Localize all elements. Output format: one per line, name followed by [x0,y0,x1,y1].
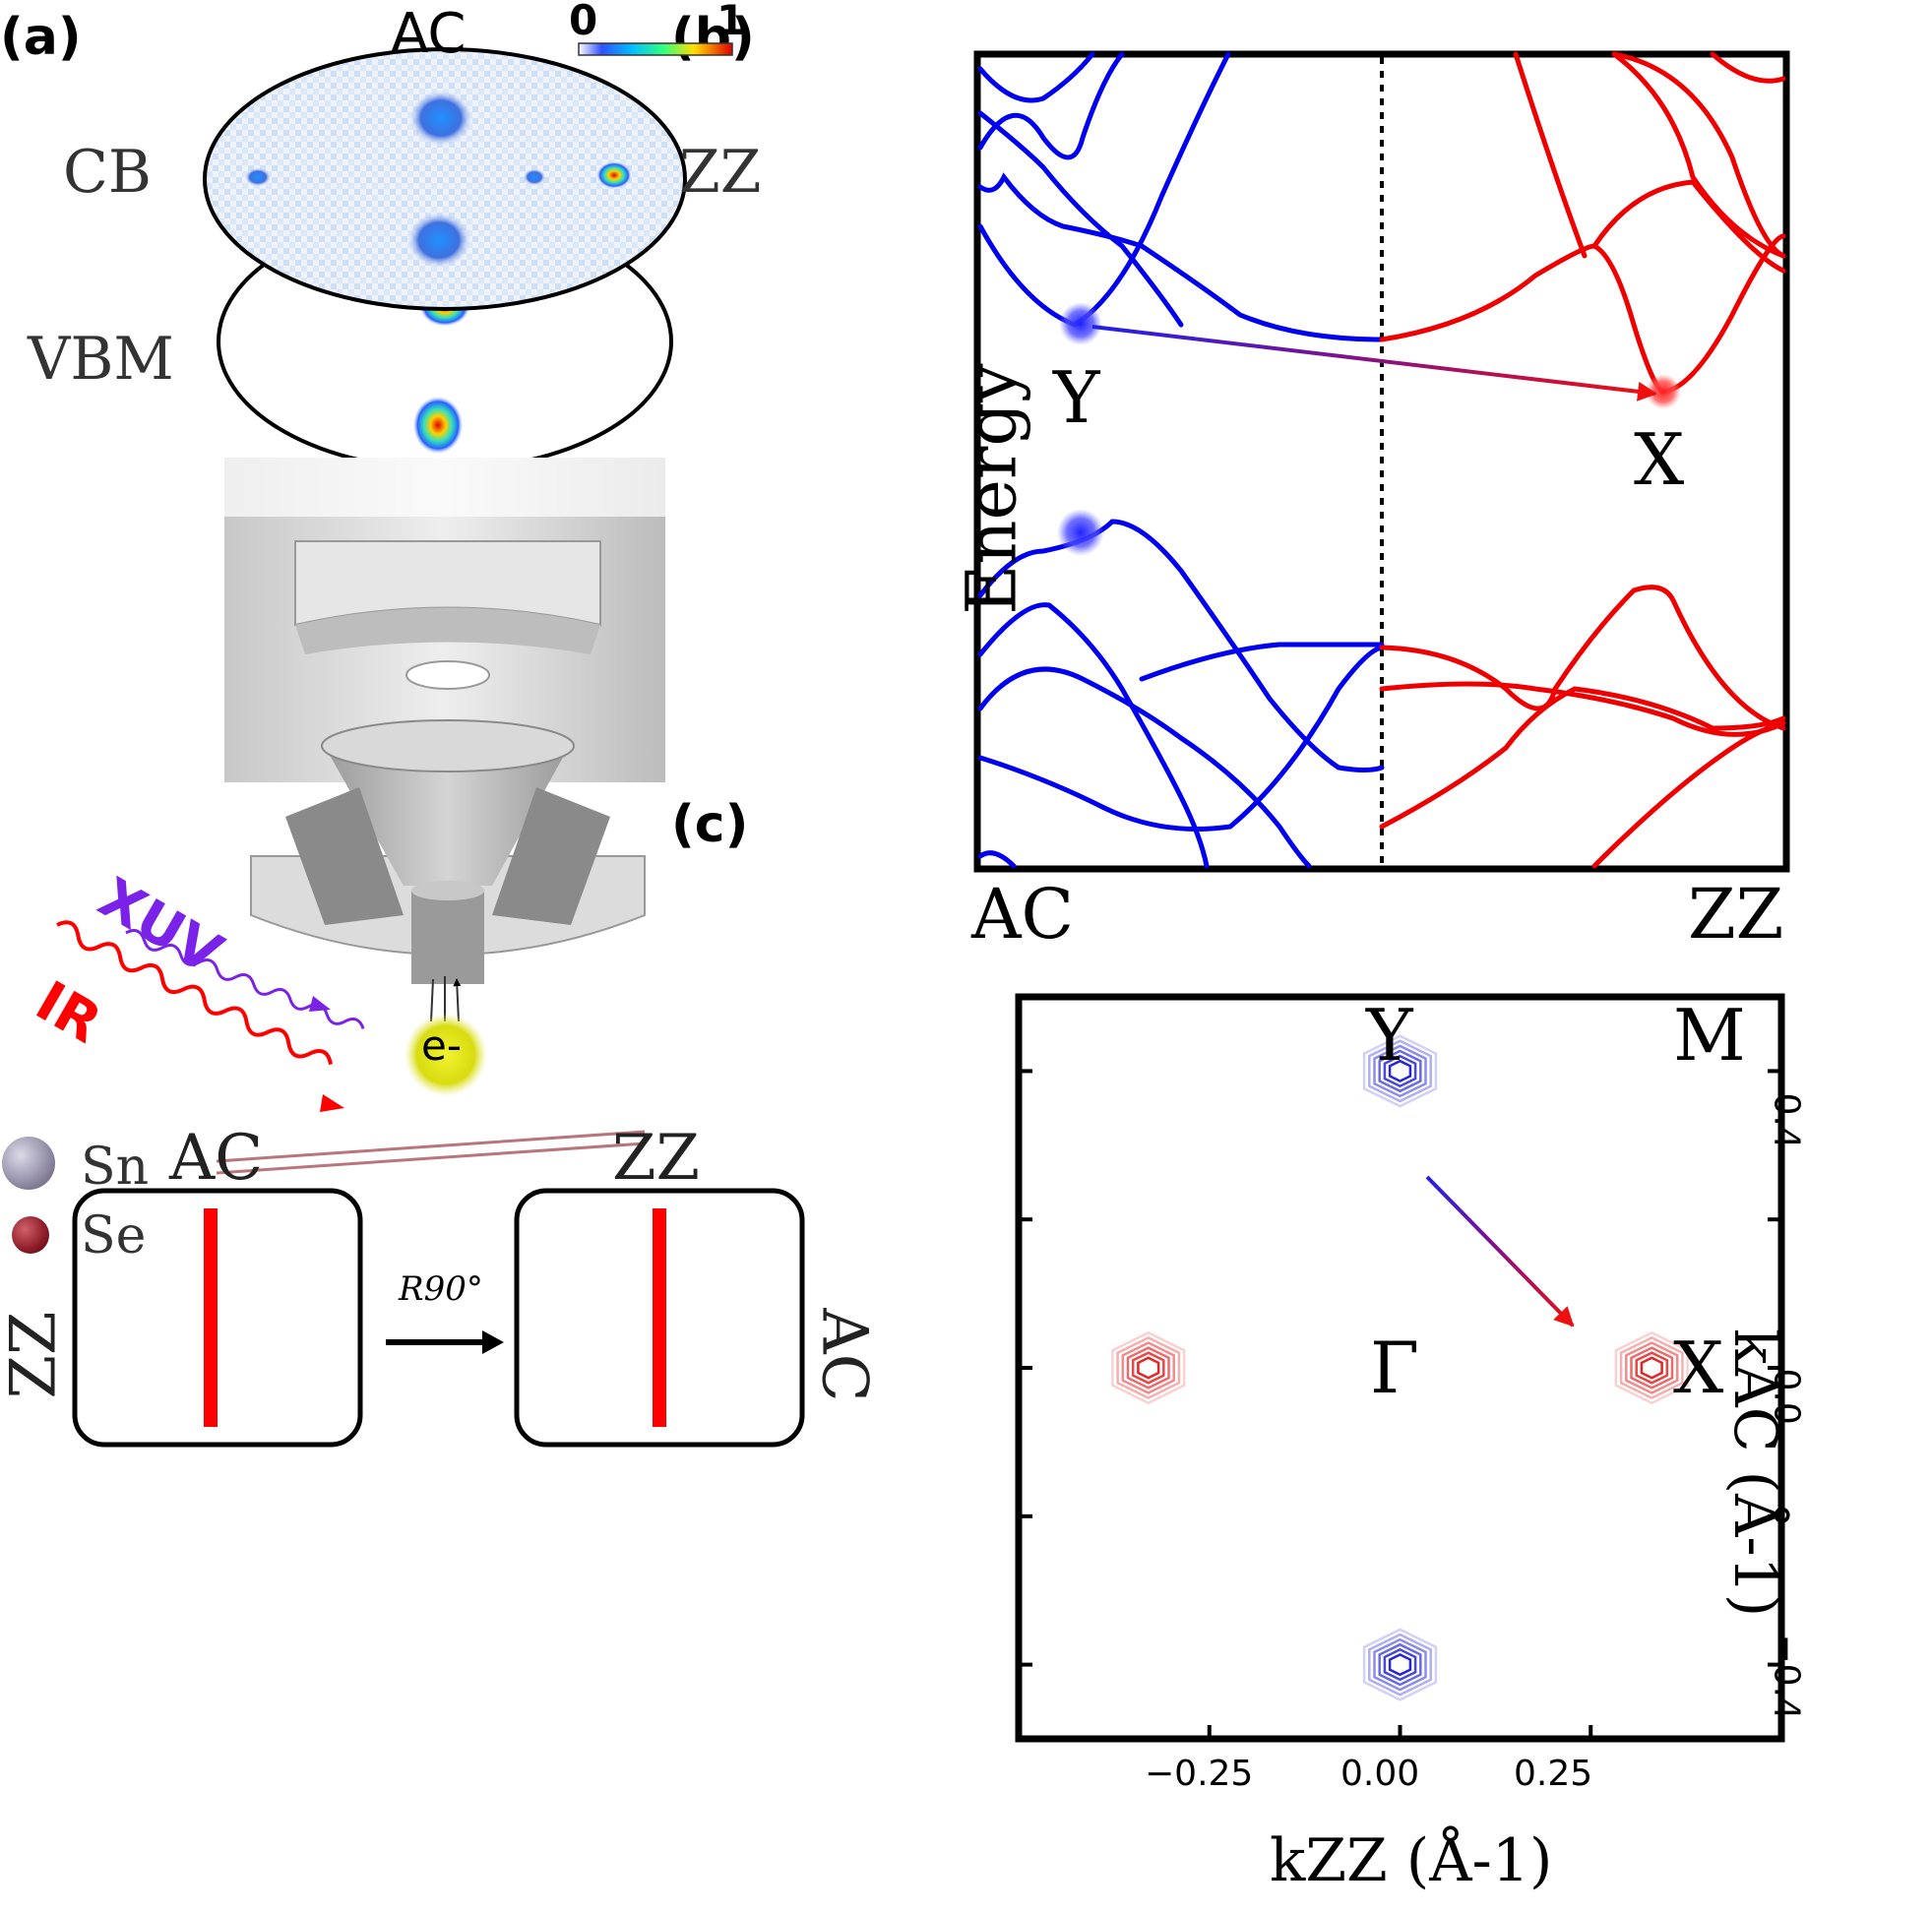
crystal-left [72,1188,363,1448]
legend-se: Se [81,1206,147,1266]
c-label-x: X [1673,1327,1724,1409]
c-contour [1373,1044,1427,1098]
c-xlabel: kZZ (Å-1) [1270,1826,1553,1895]
c-contour [1383,1647,1417,1682]
c-contour [1116,1336,1181,1399]
c-xtick-marks [1207,1725,1593,1739]
c-valleys [1111,1034,1689,1701]
legend-sn: Sn [81,1138,150,1197]
c-valley--X [1111,1330,1186,1405]
c-contour [1614,1330,1689,1405]
crystal-right-arrow [653,1208,666,1427]
crystal-right-side: AC [807,1308,881,1402]
b-point-x: X [1634,418,1685,501]
c-xtick-2: 0.25 [1514,1754,1593,1794]
b-ylabel: Energy [951,363,1032,615]
c-valley--Y [1362,1628,1438,1701]
xuv-wave [125,929,365,1029]
c-contour [1619,1336,1684,1399]
c-valley-X [1614,1330,1689,1405]
crystal-left-top: AC [169,1122,264,1195]
legend-sn-marker [2,1137,55,1190]
vbm-label: VBM [28,325,174,394]
panel-label-b: (b) [671,8,755,67]
c-contour [1388,1059,1412,1082]
c-contour [1121,1341,1175,1394]
panel-label-a: (a) [0,8,82,67]
c-contour [1373,1637,1427,1692]
panel-label-c: (c) [671,795,749,854]
c-label-m: M [1673,994,1746,1077]
c-contour [1635,1351,1669,1385]
c-valley-Y [1362,1034,1438,1108]
c-contour [1368,1039,1432,1103]
ir-wave [56,920,333,1066]
c-contour [1378,1642,1422,1687]
c-contour [1383,1054,1417,1088]
ac-label-top: AC [391,2,467,66]
zz-label-right: ZZ [679,138,762,207]
c-contour [1362,1628,1438,1701]
colorbar-max: 1 [717,0,746,44]
c-label-y: Y [1366,994,1413,1077]
colorbar-min: 0 [569,0,598,44]
b-xtick-zz: ZZ [1688,874,1784,955]
colorbar [578,42,733,56]
crystal-right-top: ZZ [612,1122,700,1195]
rotation-label: R90° [399,1269,483,1309]
c-ytick-2: −0.4 [1766,1634,1807,1720]
c-ytick-marks [1019,1069,1781,1667]
panel-c-plot [1015,993,1785,1743]
cb-label: CB [63,138,152,207]
c-contour [1630,1346,1674,1389]
c-contour [1378,1049,1422,1093]
c-contour [1625,1341,1679,1394]
c-contour [1131,1351,1165,1385]
c-contour [1137,1356,1160,1380]
cb-map [203,47,687,311]
snse-atoms-top [216,1130,646,1175]
c-label-gamma: Γ [1370,1327,1419,1409]
crystal-left-arrow [204,1208,218,1427]
b-point-y: Y [1053,356,1100,439]
electron-glow [405,1014,487,1096]
c-contour [1126,1346,1170,1389]
detector-apparatus [224,458,665,1022]
c-ylabel: kAC (Å-1) [1720,1328,1789,1618]
b-xtick-ac: AC [971,874,1075,955]
c-ytick-0: 0.4 [1766,1092,1807,1149]
c-contour [1111,1330,1186,1405]
c-contour [1640,1356,1663,1380]
legend-se-marker [12,1216,49,1254]
panel-b-plot [973,50,1790,873]
c-xtick-0: −0.25 [1145,1754,1254,1794]
c-xtick-1: 0.00 [1340,1754,1420,1794]
electron-label: e- [421,1021,462,1070]
crystal-left-side: ZZ [0,1311,71,1399]
c-contour [1362,1034,1438,1108]
c-contour [1388,1653,1412,1677]
c-contour [1368,1633,1432,1697]
